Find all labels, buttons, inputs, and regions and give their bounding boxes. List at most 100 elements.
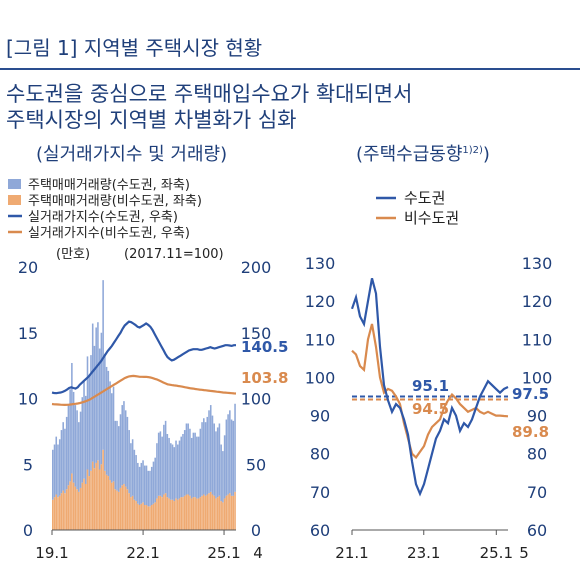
bar-capital xyxy=(58,439,61,496)
bar-noncapital xyxy=(78,491,80,530)
bar-noncapital xyxy=(211,494,214,530)
bar-noncapital xyxy=(81,482,84,530)
left-ytick-5: 5 xyxy=(23,455,33,474)
right-chart-right-ytick-80: 80 xyxy=(527,445,547,464)
bar-capital xyxy=(183,430,186,496)
right-chart-left-ytick-80: 80 xyxy=(310,445,330,464)
bar-capital xyxy=(111,393,113,483)
bar-capital xyxy=(123,401,125,484)
bar-capital xyxy=(229,410,231,494)
bar-capital xyxy=(109,381,111,481)
bar-capital xyxy=(168,437,170,499)
bar-capital xyxy=(124,410,127,487)
bar-capital xyxy=(232,420,235,496)
bar-noncapital xyxy=(52,499,54,530)
bar-noncapital xyxy=(100,464,103,530)
bar-noncapital xyxy=(149,506,151,530)
bar-capital xyxy=(170,443,172,500)
bar-noncapital xyxy=(229,493,231,530)
bar-capital xyxy=(175,440,177,499)
right-ytick-50: 50 xyxy=(246,455,266,474)
right-chart-right-ytick-60: 60 xyxy=(527,521,547,540)
label-noncapital-reference: 94.5 xyxy=(412,400,449,418)
bar-capital xyxy=(152,461,155,504)
bar-noncapital xyxy=(209,491,212,530)
bar-noncapital xyxy=(119,487,122,530)
bar-capital xyxy=(105,366,108,475)
bar-capital xyxy=(67,403,70,486)
right-xtick-label: 23.1 xyxy=(407,544,440,562)
bar-capital xyxy=(114,420,117,490)
bar-capital xyxy=(88,374,91,477)
right-axis-base-note: (2017.11=100) xyxy=(124,247,224,262)
bar-noncapital xyxy=(76,489,78,530)
bar-noncapital xyxy=(128,493,130,530)
bar-noncapital xyxy=(218,495,221,530)
bar-noncapital xyxy=(164,493,167,530)
bar-noncapital xyxy=(135,501,137,530)
bar-capital xyxy=(218,423,221,496)
right-chart-right-ytick-120: 120 xyxy=(522,292,553,311)
bar-capital xyxy=(104,353,106,471)
bar-capital xyxy=(196,436,198,499)
bar-capital xyxy=(133,449,136,500)
right-chart-title-text: (주택수급동향 xyxy=(356,144,463,165)
left-chart-title: (실거래가지수 및 거래량) xyxy=(36,144,228,165)
bar-noncapital xyxy=(64,493,66,530)
bar-noncapital xyxy=(58,495,61,530)
bar-noncapital xyxy=(90,470,92,530)
bar-capital xyxy=(164,420,167,494)
bar-capital xyxy=(163,424,165,495)
bar-noncapital xyxy=(190,498,193,530)
bar-noncapital xyxy=(173,501,176,530)
right-chart-left-ytick-110: 110 xyxy=(305,330,336,349)
bar-capital xyxy=(178,440,181,499)
bar-noncapital xyxy=(183,495,186,530)
headline-line-1: 수도권을 중심으로 주택매입수요가 확대되면서 xyxy=(6,82,413,106)
bar-capital xyxy=(227,414,229,495)
bar-noncapital xyxy=(105,474,108,530)
bar-capital xyxy=(189,428,191,496)
bar-noncapital xyxy=(97,460,99,530)
right-chart-left-ytick-130: 130 xyxy=(305,254,336,273)
bar-capital xyxy=(57,444,59,498)
bar-noncapital xyxy=(53,497,56,530)
bar-noncapital xyxy=(114,489,117,530)
bar-noncapital xyxy=(74,486,77,530)
bar-noncapital xyxy=(220,501,222,530)
bar-capital xyxy=(84,395,87,484)
bar-capital xyxy=(166,434,169,498)
right-chart-left-ytick-120: 120 xyxy=(305,292,336,311)
bar-capital xyxy=(72,391,75,483)
bar-capital xyxy=(173,447,176,502)
bar-capital xyxy=(93,345,96,469)
bar-noncapital xyxy=(111,482,113,530)
bar-noncapital xyxy=(176,499,179,530)
right-chart-right-ytick-90: 90 xyxy=(527,407,547,426)
bar-capital xyxy=(159,431,162,496)
bar-noncapital xyxy=(189,495,191,530)
bar-noncapital xyxy=(156,498,158,530)
bar-noncapital xyxy=(72,482,75,530)
legend-swatch-capital-volume xyxy=(8,179,21,189)
left-ytick-15: 15 xyxy=(18,324,38,343)
bar-noncapital xyxy=(79,487,82,530)
bar-noncapital xyxy=(88,476,91,530)
bar-capital xyxy=(161,436,163,498)
bar-capital xyxy=(138,466,141,506)
bar-noncapital xyxy=(159,495,162,530)
bar-noncapital xyxy=(55,494,58,530)
bar-capital xyxy=(147,470,150,507)
bar-noncapital xyxy=(203,494,205,530)
legend-swatch-noncapital-volume xyxy=(8,195,21,205)
bar-capital xyxy=(112,386,115,482)
bar-capital xyxy=(220,444,222,502)
bar-capital xyxy=(102,280,104,450)
bar-capital xyxy=(131,439,134,496)
right-chart-left-ytick-90: 90 xyxy=(310,407,330,426)
bar-noncapital xyxy=(95,462,97,530)
bar-noncapital xyxy=(187,494,189,530)
bar-noncapital xyxy=(83,478,85,530)
bar-noncapital xyxy=(234,491,236,530)
bar-capital xyxy=(78,422,80,492)
